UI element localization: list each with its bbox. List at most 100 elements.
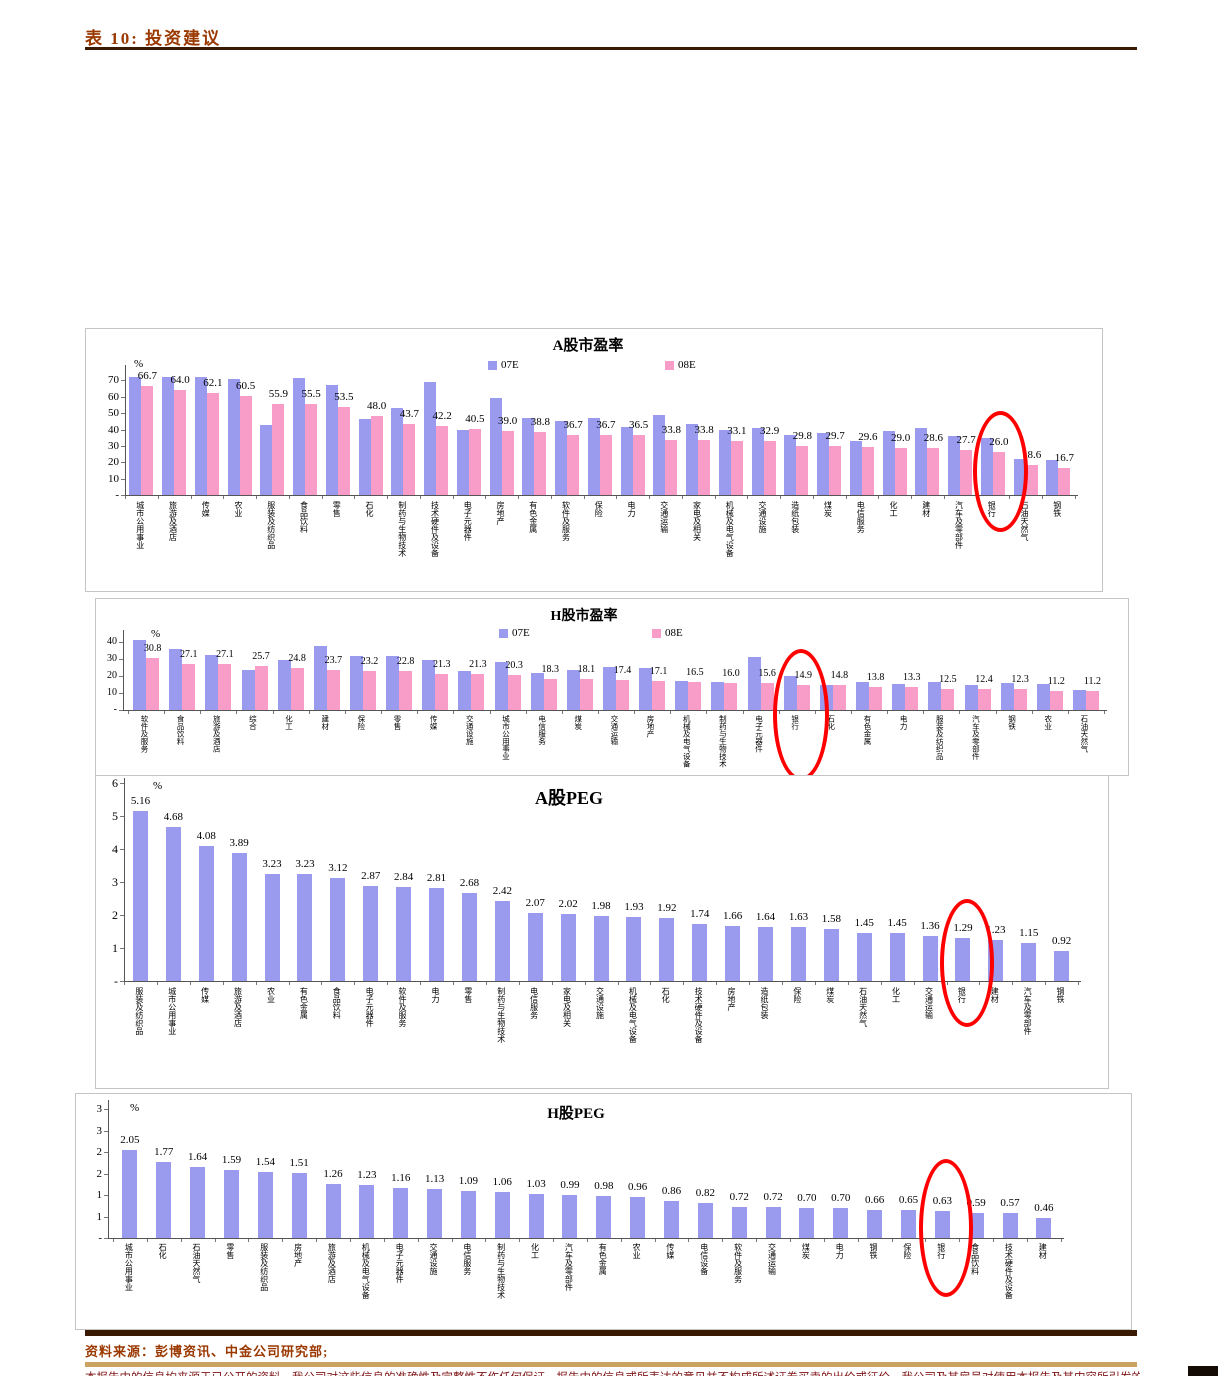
category-label: 交通运输 [609, 715, 619, 745]
category-label: 汽车及零部件 [954, 501, 964, 549]
y-tick-label: 20 [108, 456, 119, 469]
category-label: 房地产 [727, 987, 737, 1011]
chart-h-share-peg: 2.05 城市公用事业 1.77 石化 1.64 石油天然气 1.59 零售 1.54 服装及纺织… [75, 1093, 1132, 1330]
category-label: 化工 [889, 501, 899, 517]
bar-07e [603, 666, 617, 710]
category-label: 电子元器件 [463, 501, 473, 541]
axis-unit-label: % [130, 1102, 140, 1114]
bar-value [165, 826, 181, 981]
category-label: 有色金属 [528, 501, 538, 533]
bar-07e [1046, 459, 1059, 495]
data-label: 15.6 [758, 668, 776, 680]
data-label: 27.7 [956, 433, 976, 446]
x-tick [489, 711, 491, 714]
bar-07e [205, 654, 219, 710]
y-tick-label: 2 [96, 1146, 103, 1158]
category-label: 钢铁 [1056, 987, 1066, 1003]
x-tick [913, 982, 915, 985]
highlight-circle-bank [919, 1159, 973, 1297]
category-label: 造纸包装 [790, 501, 800, 533]
category-label: 电力 [835, 1243, 845, 1259]
x-tick [485, 496, 487, 499]
y-tick [104, 1216, 108, 1218]
x-tick [308, 711, 310, 714]
data-label: 66.7 [137, 369, 157, 382]
x-tick [316, 1239, 318, 1242]
category-label: 汽车及零部件 [564, 1243, 574, 1291]
bar-value [330, 878, 346, 981]
y-tick-label: 50 [108, 407, 119, 420]
data-label: 1.06 [492, 1176, 512, 1189]
data-label: 2.02 [558, 898, 578, 911]
y-tick [104, 1109, 108, 1110]
x-tick [349, 1239, 351, 1242]
x-tick [1045, 982, 1047, 985]
data-label: 23.7 [324, 654, 343, 666]
y-tick-label: 4 [112, 842, 118, 856]
y-tick [104, 1238, 108, 1239]
legend-label-08e: 08E [665, 627, 683, 639]
bar-value [122, 1149, 138, 1238]
bar-07e [566, 670, 580, 710]
x-tick [714, 496, 716, 499]
bar-08e [534, 431, 547, 495]
data-label: 1.15 [1019, 927, 1039, 940]
bar-07e [587, 418, 600, 495]
data-label: 48.0 [367, 400, 387, 413]
x-tick [451, 1239, 453, 1242]
bar-value [593, 915, 609, 981]
x-tick [288, 496, 290, 499]
bar-08e [362, 670, 376, 710]
category-label: 石油天然气 [1020, 501, 1030, 541]
bar-08e [941, 688, 955, 710]
axis-unit-label: % [153, 780, 163, 792]
x-tick [381, 711, 383, 714]
category-label: 保险 [902, 1243, 912, 1259]
data-label: 16.0 [722, 667, 740, 679]
x-tick [519, 1239, 521, 1242]
x-tick [688, 1239, 690, 1242]
bar-value [692, 923, 708, 981]
x-tick [670, 711, 672, 714]
x-tick [1074, 496, 1076, 499]
x-tick [649, 496, 650, 499]
x-tick [236, 711, 238, 714]
x-tick [387, 982, 389, 985]
bar-07e [675, 681, 689, 710]
bar-08e [861, 446, 874, 495]
x-tick [354, 982, 356, 985]
x-tick [288, 982, 290, 985]
category-label: 造纸包装 [759, 987, 769, 1019]
category-label: 农业 [234, 501, 244, 517]
data-label: 0.57 [1000, 1197, 1020, 1210]
data-label: 18.3 [541, 663, 559, 675]
category-label: 服装及纺织品 [259, 1243, 269, 1291]
data-label: 11.2 [1047, 675, 1065, 687]
category-label: 煤炭 [573, 715, 583, 730]
category-label: 汽车及零部件 [971, 715, 981, 760]
bar-07e [194, 377, 207, 495]
data-label: 3.89 [229, 836, 249, 849]
bar-08e [337, 407, 350, 495]
data-label: 2.42 [492, 885, 512, 898]
bar-07e [817, 432, 830, 495]
bar-07e [358, 418, 371, 495]
data-label: 30.8 [143, 642, 162, 654]
bar-07e [241, 670, 255, 710]
bar-08e [141, 385, 154, 495]
y-tick-label: 10 [107, 687, 117, 698]
y-tick-label: 1 [112, 941, 118, 955]
x-tick [681, 496, 683, 499]
category-label: 汽车及零部件 [1023, 987, 1033, 1035]
bar-value [922, 936, 938, 981]
bar-value [297, 874, 313, 981]
x-tick [780, 496, 781, 499]
x-tick [1078, 982, 1080, 985]
bar-value [132, 810, 148, 981]
bar-07e [456, 429, 469, 495]
category-label: 制药与生物技术 [718, 715, 728, 768]
category-label: 传媒 [200, 987, 210, 1003]
bar-07e [711, 681, 725, 710]
bar-07e [653, 414, 666, 495]
